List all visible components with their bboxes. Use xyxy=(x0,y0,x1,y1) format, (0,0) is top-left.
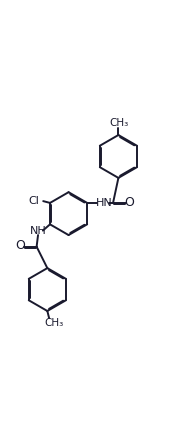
Text: Cl: Cl xyxy=(28,196,39,206)
Text: O: O xyxy=(125,196,134,210)
Text: O: O xyxy=(15,239,25,252)
Text: CH₃: CH₃ xyxy=(44,318,63,328)
Text: HN: HN xyxy=(95,198,112,208)
Text: CH₃: CH₃ xyxy=(110,118,129,128)
Text: NH: NH xyxy=(30,227,46,236)
